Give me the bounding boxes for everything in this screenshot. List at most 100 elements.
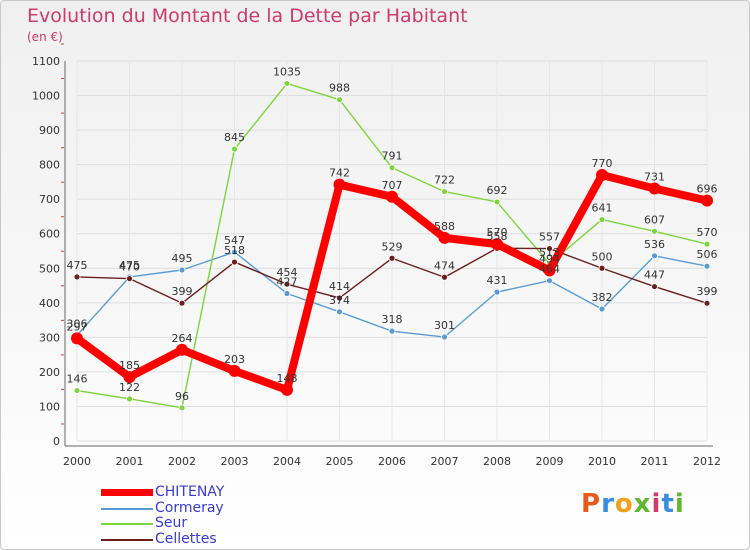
x-tick-label: 2000 [63,455,91,468]
data-label-cellettes: 447 [644,269,665,282]
data-label-cormeray: 301 [434,319,455,332]
data-label-chitenay: 203 [224,353,245,366]
legend-swatch [101,507,153,510]
data-point-seur [441,188,448,195]
data-point-cellettes [178,299,186,307]
data-point-chitenay [491,238,503,251]
data-point-cellettes [336,294,343,302]
data-point-seur [126,395,133,403]
x-tick-label: 2006 [378,455,406,468]
data-point-seur [703,240,711,248]
x-tick-label: 2009 [536,455,564,468]
chart-title: Evolution du Montant de la Dette par Hab… [27,5,468,27]
data-point-cormeray [441,333,448,341]
data-label-chitenay: 148 [277,372,298,385]
data-point-cellettes [73,273,81,281]
x-tick-label: 2010 [588,455,616,468]
logo-letter: r [601,489,615,519]
data-label-chitenay: 742 [329,167,350,180]
data-point-cormeray [703,262,711,270]
data-label-seur: 845 [224,131,245,144]
y-tick-label: 500 [39,262,60,275]
y-tick-label: 400 [39,297,60,310]
y-tick-label: 800 [39,159,60,172]
data-point-seur [388,164,396,172]
data-label-seur: 641 [592,202,613,215]
data-label-cellettes: 557 [539,231,560,244]
data-point-chitenay [176,343,188,356]
data-point-chitenay [281,383,293,396]
data-label-cellettes: 470 [119,261,140,274]
x-tick-label: 2004 [273,455,301,468]
data-label-chitenay: 494 [539,252,560,265]
x-tick-label: 2012 [693,455,721,468]
data-point-cellettes [388,254,396,262]
data-label-cormeray: 318 [382,313,403,326]
y-tick-label: 1000 [32,90,60,103]
logo-letter: i [674,489,685,519]
data-label-cormeray: 427 [277,275,298,288]
x-tick-label: 2008 [483,455,511,468]
data-point-seur [493,198,501,206]
y-tick-label: 300 [39,331,60,344]
data-point-seur [73,387,81,394]
data-point-chitenay [438,231,451,244]
data-point-cellettes [231,258,238,266]
data-point-cormeray [178,266,186,274]
data-label-cellettes: 399 [697,285,718,298]
data-label-seur: 607 [644,213,665,226]
data-label-seur: 692 [487,184,508,197]
data-point-chitenay [648,182,661,195]
y-tick-label: 100 [39,400,60,413]
data-label-cormeray: 506 [697,248,718,261]
legend-swatch [101,489,153,496]
data-point-cellettes [441,273,448,281]
data-label-cormeray: 547 [224,234,245,247]
data-point-chitenay [228,364,241,377]
y-tick-label: 600 [39,228,60,241]
legend-label: CHITENAY [155,484,225,500]
logo-letter: P [581,489,602,519]
data-label-seur: 122 [119,381,140,394]
data-label-seur: 146 [67,373,88,386]
data-point-cellettes [126,275,133,283]
data-point-cormeray [493,288,501,296]
data-point-cormeray [231,248,238,256]
data-label-cellettes: 475 [67,259,88,272]
y-tick-label: 1100 [32,55,60,68]
data-point-cellettes [651,283,658,290]
data-label-cellettes: 500 [592,250,613,263]
data-point-cormeray [598,305,606,313]
data-label-cormeray: 374 [329,294,350,307]
data-point-chitenay [386,190,398,203]
data-point-seur [336,96,343,104]
data-label-chitenay: 770 [592,157,613,170]
data-label-cormeray: 495 [172,252,193,265]
data-point-chitenay [71,332,83,345]
data-label-chitenay: 588 [434,220,455,233]
data-point-cormeray [283,290,291,297]
data-point-cormeray [651,252,658,260]
data-label-cellettes: 399 [172,285,193,298]
x-tick-label: 2011 [641,455,669,468]
legend-label: Seur [155,515,188,531]
data-label-seur: 570 [697,226,718,239]
data-label-cellettes: 558 [487,230,508,243]
logo-letter: x [633,489,652,519]
data-point-cellettes [546,245,553,252]
data-label-chitenay: 264 [172,332,193,345]
data-point-cormeray [388,327,396,335]
data-point-cormeray [546,277,553,285]
data-point-chitenay [123,371,136,384]
data-point-chitenay [543,264,556,277]
data-label-chitenay: 731 [644,170,665,183]
data-label-cormeray: 382 [592,291,613,304]
y-tick-label: 0 [53,435,60,448]
data-point-seur [178,404,186,412]
data-label-chitenay: 297 [67,320,88,333]
data-label-cormeray: 536 [644,238,665,251]
data-label-cormeray: 306 [67,317,88,330]
data-label-chitenay: 570 [487,226,508,239]
data-label-cellettes: 454 [277,266,298,279]
